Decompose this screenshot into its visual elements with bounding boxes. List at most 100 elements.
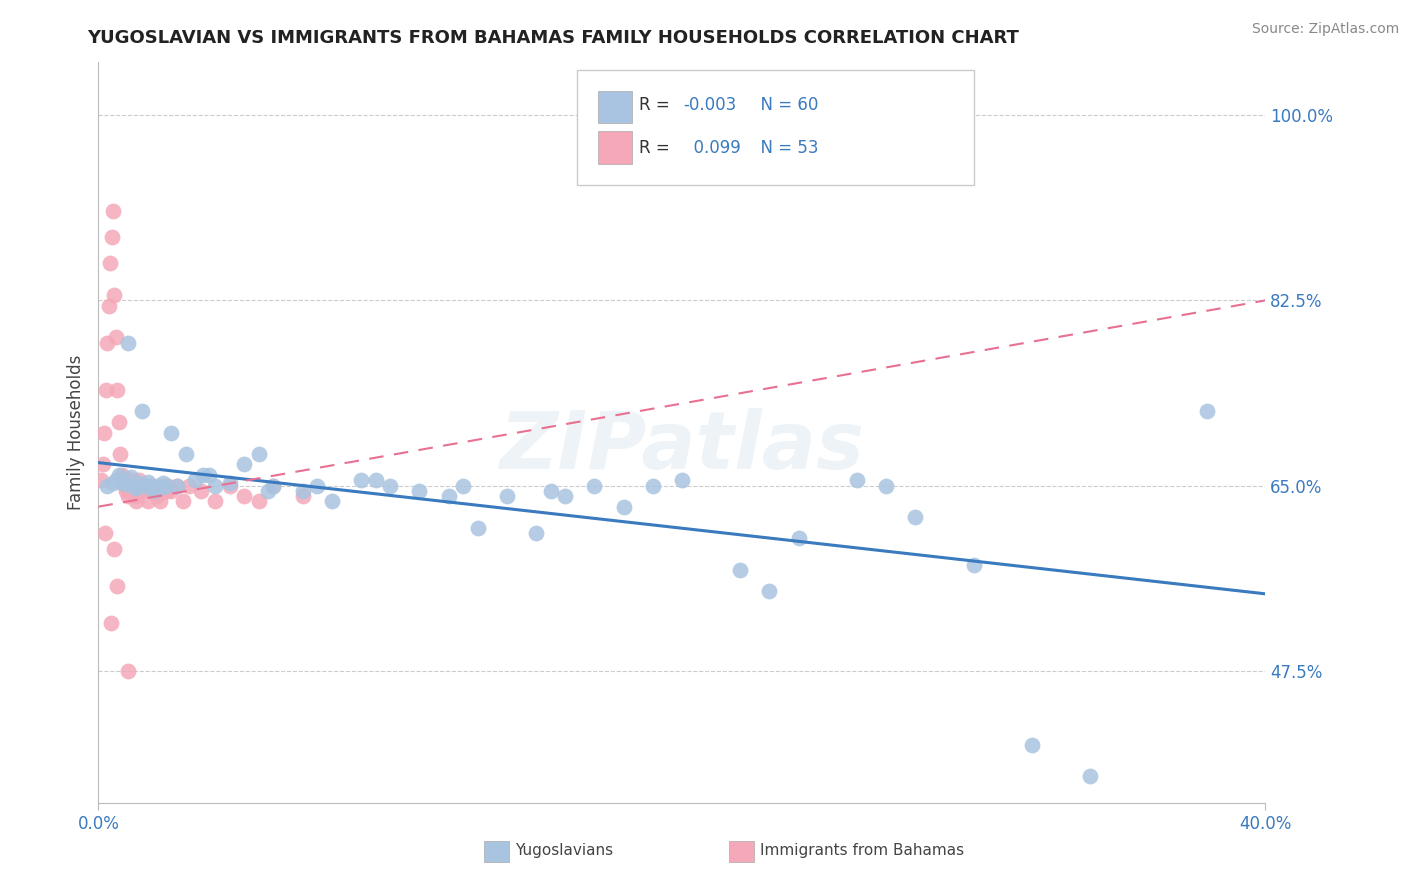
Point bbox=[122, 483, 145, 498]
FancyBboxPatch shape bbox=[598, 91, 631, 123]
Text: -0.003: -0.003 bbox=[683, 96, 737, 114]
Point bbox=[146, 489, 169, 503]
Point bbox=[291, 483, 314, 498]
Point bbox=[118, 478, 141, 492]
Point bbox=[142, 483, 165, 498]
Point bbox=[120, 470, 142, 484]
Point bbox=[91, 458, 114, 472]
Point bbox=[846, 473, 869, 487]
Point bbox=[204, 478, 226, 492]
Point bbox=[198, 467, 221, 482]
Point bbox=[291, 489, 314, 503]
Point bbox=[117, 664, 139, 678]
Point bbox=[100, 615, 122, 630]
Point bbox=[117, 489, 139, 503]
Point bbox=[104, 330, 127, 344]
Point bbox=[115, 483, 138, 498]
Point bbox=[136, 475, 159, 490]
Point bbox=[108, 415, 131, 429]
Point bbox=[128, 476, 150, 491]
Text: R =: R = bbox=[638, 96, 675, 114]
Point bbox=[111, 467, 134, 482]
Point bbox=[218, 478, 240, 492]
Point bbox=[218, 476, 240, 491]
Point bbox=[146, 478, 169, 492]
Point bbox=[233, 458, 256, 472]
Bar bbox=[728, 841, 754, 862]
Point bbox=[94, 526, 117, 541]
Point bbox=[451, 478, 474, 492]
Point bbox=[111, 475, 134, 490]
Point bbox=[437, 489, 460, 503]
Point bbox=[100, 230, 122, 244]
Point bbox=[101, 476, 124, 491]
Point bbox=[108, 467, 131, 482]
Point bbox=[103, 541, 125, 556]
Text: YUGOSLAVIAN VS IMMIGRANTS FROM BAHAMAS FAMILY HOUSEHOLDS CORRELATION CHART: YUGOSLAVIAN VS IMMIGRANTS FROM BAHAMAS F… bbox=[87, 29, 1018, 47]
Point bbox=[101, 203, 124, 218]
Text: Immigrants from Bahamas: Immigrants from Bahamas bbox=[761, 844, 965, 858]
Point bbox=[90, 473, 112, 487]
Point bbox=[125, 494, 148, 508]
Point bbox=[172, 494, 194, 508]
Point bbox=[114, 478, 136, 492]
Point bbox=[247, 447, 270, 461]
Text: 0.099: 0.099 bbox=[683, 138, 741, 157]
Point bbox=[613, 500, 636, 514]
Point bbox=[467, 521, 489, 535]
Point bbox=[139, 478, 162, 492]
Point bbox=[1080, 769, 1102, 783]
Point bbox=[120, 473, 142, 487]
Point bbox=[96, 478, 118, 492]
Point bbox=[193, 467, 215, 482]
Point bbox=[263, 478, 285, 492]
Point bbox=[134, 478, 156, 492]
Point bbox=[641, 478, 664, 492]
Point bbox=[142, 483, 165, 498]
Point bbox=[671, 473, 693, 487]
Point bbox=[117, 335, 139, 350]
Point bbox=[96, 335, 118, 350]
Point bbox=[204, 494, 226, 508]
Bar bbox=[484, 841, 509, 862]
Y-axis label: Family Households: Family Households bbox=[66, 355, 84, 510]
Point bbox=[139, 478, 162, 492]
Point bbox=[364, 473, 387, 487]
Point bbox=[127, 478, 149, 492]
Point bbox=[128, 473, 150, 487]
Point bbox=[134, 478, 156, 492]
Point bbox=[1021, 738, 1043, 752]
Point bbox=[114, 477, 136, 491]
Point bbox=[904, 510, 927, 524]
Point bbox=[112, 473, 135, 487]
Text: Source: ZipAtlas.com: Source: ZipAtlas.com bbox=[1251, 22, 1399, 37]
Point bbox=[160, 425, 183, 440]
Point bbox=[93, 425, 115, 440]
Point bbox=[103, 288, 125, 302]
Point bbox=[408, 483, 430, 498]
Point bbox=[152, 476, 174, 491]
Point bbox=[263, 478, 285, 492]
Text: R =: R = bbox=[638, 138, 675, 157]
Point bbox=[177, 478, 200, 492]
Point bbox=[136, 494, 159, 508]
Point bbox=[787, 532, 810, 546]
Point bbox=[104, 473, 127, 487]
Point bbox=[730, 563, 752, 577]
Point bbox=[962, 558, 984, 572]
Point bbox=[160, 483, 183, 498]
Point bbox=[321, 494, 343, 508]
Point bbox=[524, 526, 547, 541]
Point bbox=[496, 489, 519, 503]
Point bbox=[155, 483, 177, 498]
Point bbox=[247, 494, 270, 508]
Point bbox=[1197, 404, 1219, 418]
Point bbox=[152, 478, 174, 492]
Point bbox=[174, 447, 197, 461]
Point bbox=[98, 256, 121, 270]
Point bbox=[149, 494, 172, 508]
Point bbox=[875, 478, 897, 492]
Point bbox=[758, 584, 780, 599]
Text: Yugoslavians: Yugoslavians bbox=[515, 844, 613, 858]
Point bbox=[131, 404, 153, 418]
